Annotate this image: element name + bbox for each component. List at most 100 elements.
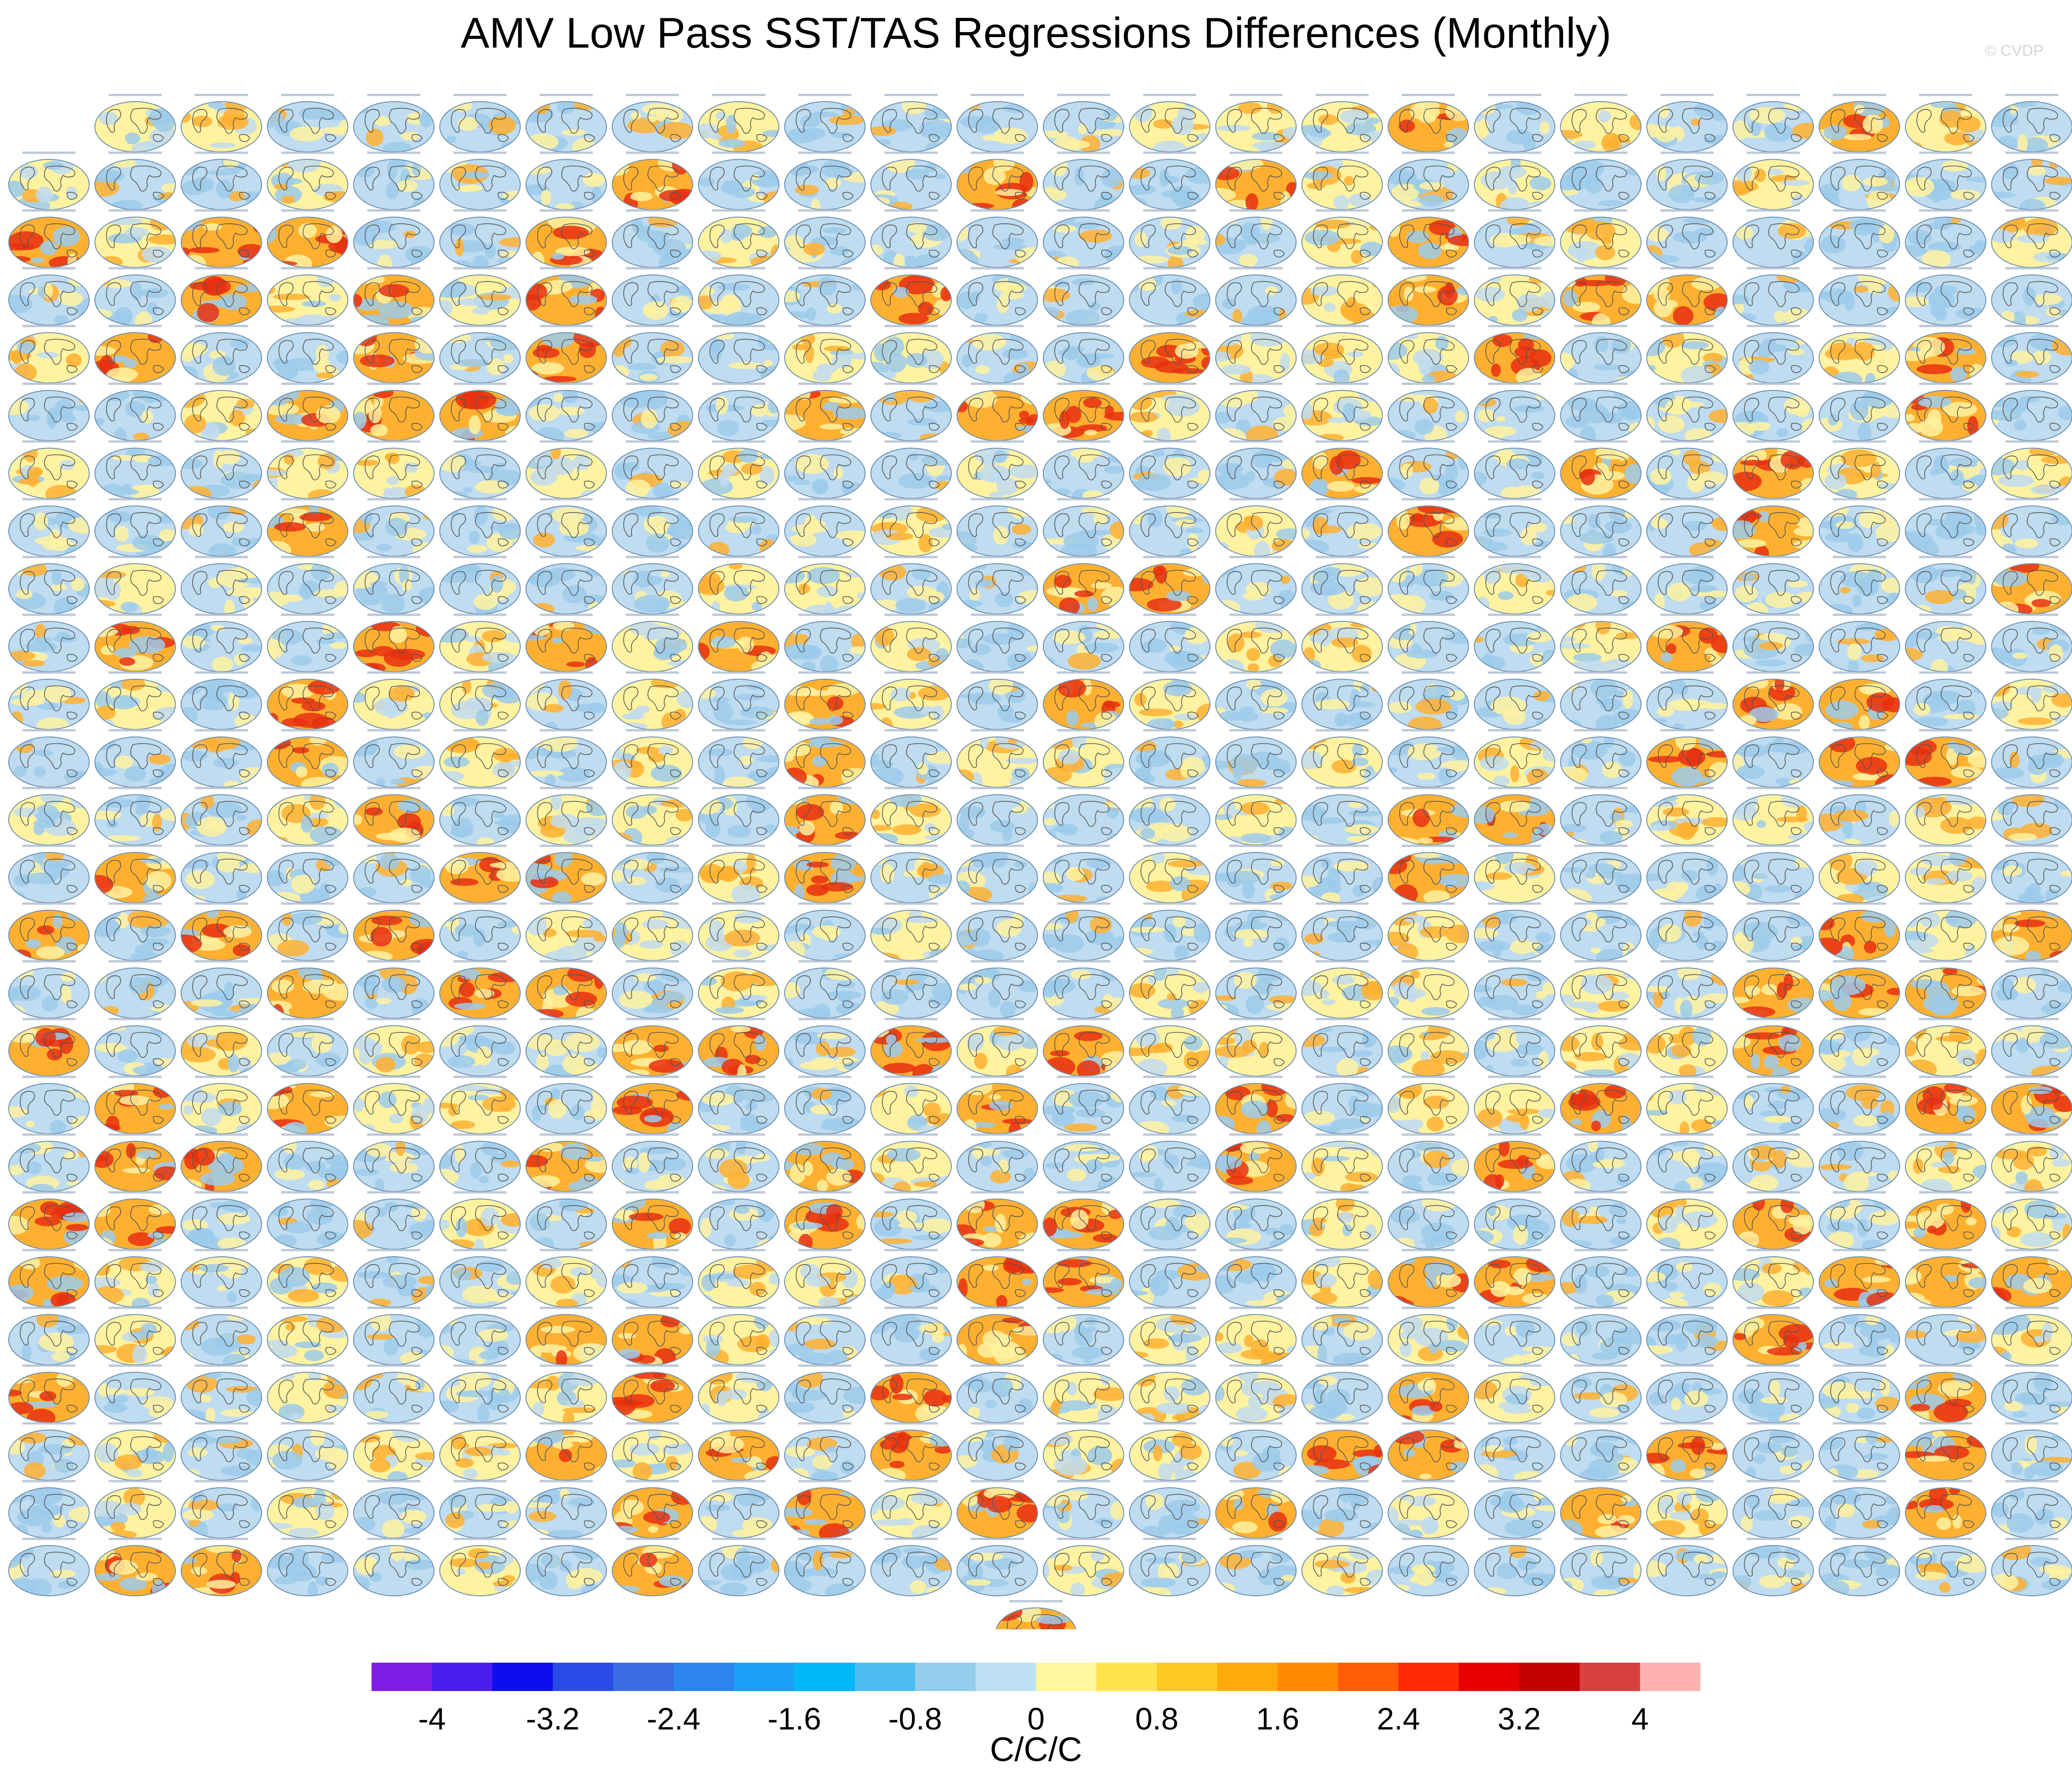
map-panel	[1215, 1422, 1297, 1481]
panel-caption	[1143, 613, 1197, 616]
map-panel	[1991, 498, 2072, 557]
map-panel	[1646, 440, 1728, 499]
map-panel	[1042, 1249, 1124, 1308]
panel-caption	[1402, 1191, 1455, 1194]
map-panel	[611, 1018, 693, 1077]
panel-caption	[540, 1018, 593, 1021]
panel-caption	[1229, 1075, 1283, 1078]
map-panel	[956, 1075, 1038, 1135]
map-panel	[1732, 1249, 1814, 1308]
panel-caption	[1143, 324, 1197, 327]
panel-caption	[1143, 844, 1197, 847]
panel-caption	[281, 267, 335, 270]
panel-caption	[1143, 1191, 1197, 1194]
map-panel	[1387, 1538, 1469, 1596]
panel-caption	[194, 1075, 248, 1078]
panel-caption	[798, 1075, 852, 1078]
map-panel	[439, 613, 521, 672]
map-panel	[1042, 1364, 1124, 1423]
map-panel	[1646, 556, 1728, 615]
panel-caption	[798, 1018, 852, 1021]
map-panel	[611, 1133, 693, 1192]
panel-caption	[1660, 151, 1714, 154]
map-panel	[1732, 1480, 1814, 1539]
panel-caption	[22, 209, 76, 212]
map-panel	[1215, 844, 1297, 903]
panel-caption	[1402, 1249, 1455, 1251]
panel-caption	[108, 1422, 162, 1425]
panel-caption	[108, 671, 162, 674]
panel-caption	[281, 613, 335, 616]
map-panel	[1473, 729, 1555, 788]
map-panel	[611, 1538, 693, 1596]
panel-caption	[885, 1075, 938, 1078]
map-panel	[1301, 1191, 1383, 1250]
map-panel	[1042, 729, 1124, 788]
panel-caption	[1402, 94, 1455, 96]
map-panel	[439, 151, 521, 211]
panel-caption	[798, 324, 852, 327]
panel-caption	[367, 440, 421, 443]
panel-caption	[971, 1249, 1024, 1251]
panel-caption	[712, 498, 766, 501]
panel-caption	[1229, 267, 1283, 270]
panel-caption	[1316, 729, 1369, 732]
map-panel	[784, 1133, 866, 1192]
map-panel	[1129, 94, 1211, 152]
panel-caption	[281, 1075, 335, 1078]
panel-caption	[1057, 383, 1110, 385]
panel-caption	[194, 1538, 248, 1540]
panel-caption	[1833, 1422, 1886, 1425]
map-panel	[1732, 1422, 1814, 1481]
map-panel	[956, 1538, 1038, 1596]
map-panel	[1991, 729, 2072, 788]
panel-caption	[1660, 383, 1714, 385]
map-panel	[8, 324, 90, 384]
panel-caption	[885, 613, 938, 616]
panel-caption	[626, 1249, 679, 1251]
panel-caption	[1833, 1191, 1886, 1194]
panel-caption	[971, 1422, 1024, 1425]
panel-caption	[108, 787, 162, 789]
panel-caption	[1057, 1422, 1110, 1425]
panel-caption	[1229, 1422, 1283, 1425]
panel-caption	[108, 1538, 162, 1540]
panel-caption	[1660, 1018, 1714, 1021]
panel-caption	[108, 440, 162, 443]
panel-caption	[2005, 613, 2059, 616]
map-panel	[1215, 1075, 1297, 1135]
panel-caption	[885, 844, 938, 847]
panel-caption	[626, 556, 679, 558]
map-panel	[698, 324, 780, 384]
panel-caption	[453, 902, 507, 905]
panel-caption	[1660, 671, 1714, 674]
panel-caption	[453, 1422, 507, 1425]
panel-caption	[1660, 267, 1714, 270]
map-panel	[180, 902, 262, 961]
panel-caption	[1574, 960, 1628, 962]
map-panel	[1042, 1191, 1124, 1250]
panel-caption	[1833, 1075, 1886, 1078]
panel-caption	[1143, 1133, 1197, 1136]
panel-caption	[1488, 1018, 1541, 1021]
panel-caption	[1057, 1249, 1110, 1251]
map-panel	[1991, 1018, 2072, 1077]
map-panel	[1215, 1364, 1297, 1423]
map-panel	[180, 613, 262, 672]
panel-caption	[194, 267, 248, 270]
panel-caption	[1833, 556, 1886, 558]
panel-caption	[798, 383, 852, 385]
map-panel	[1042, 1422, 1124, 1481]
map-panel	[94, 1307, 176, 1366]
panel-caption	[194, 498, 248, 501]
map-panel	[956, 787, 1038, 846]
map-panel	[784, 902, 866, 961]
map-panel	[1560, 1191, 1642, 1250]
panel-caption	[1402, 498, 1455, 501]
panel-caption	[885, 209, 938, 212]
map-panel	[784, 1075, 866, 1135]
map-panel	[94, 960, 176, 1019]
map-panel	[1905, 1364, 1986, 1423]
colorbar-box	[613, 1663, 674, 1691]
panel-caption	[1919, 1133, 1972, 1136]
